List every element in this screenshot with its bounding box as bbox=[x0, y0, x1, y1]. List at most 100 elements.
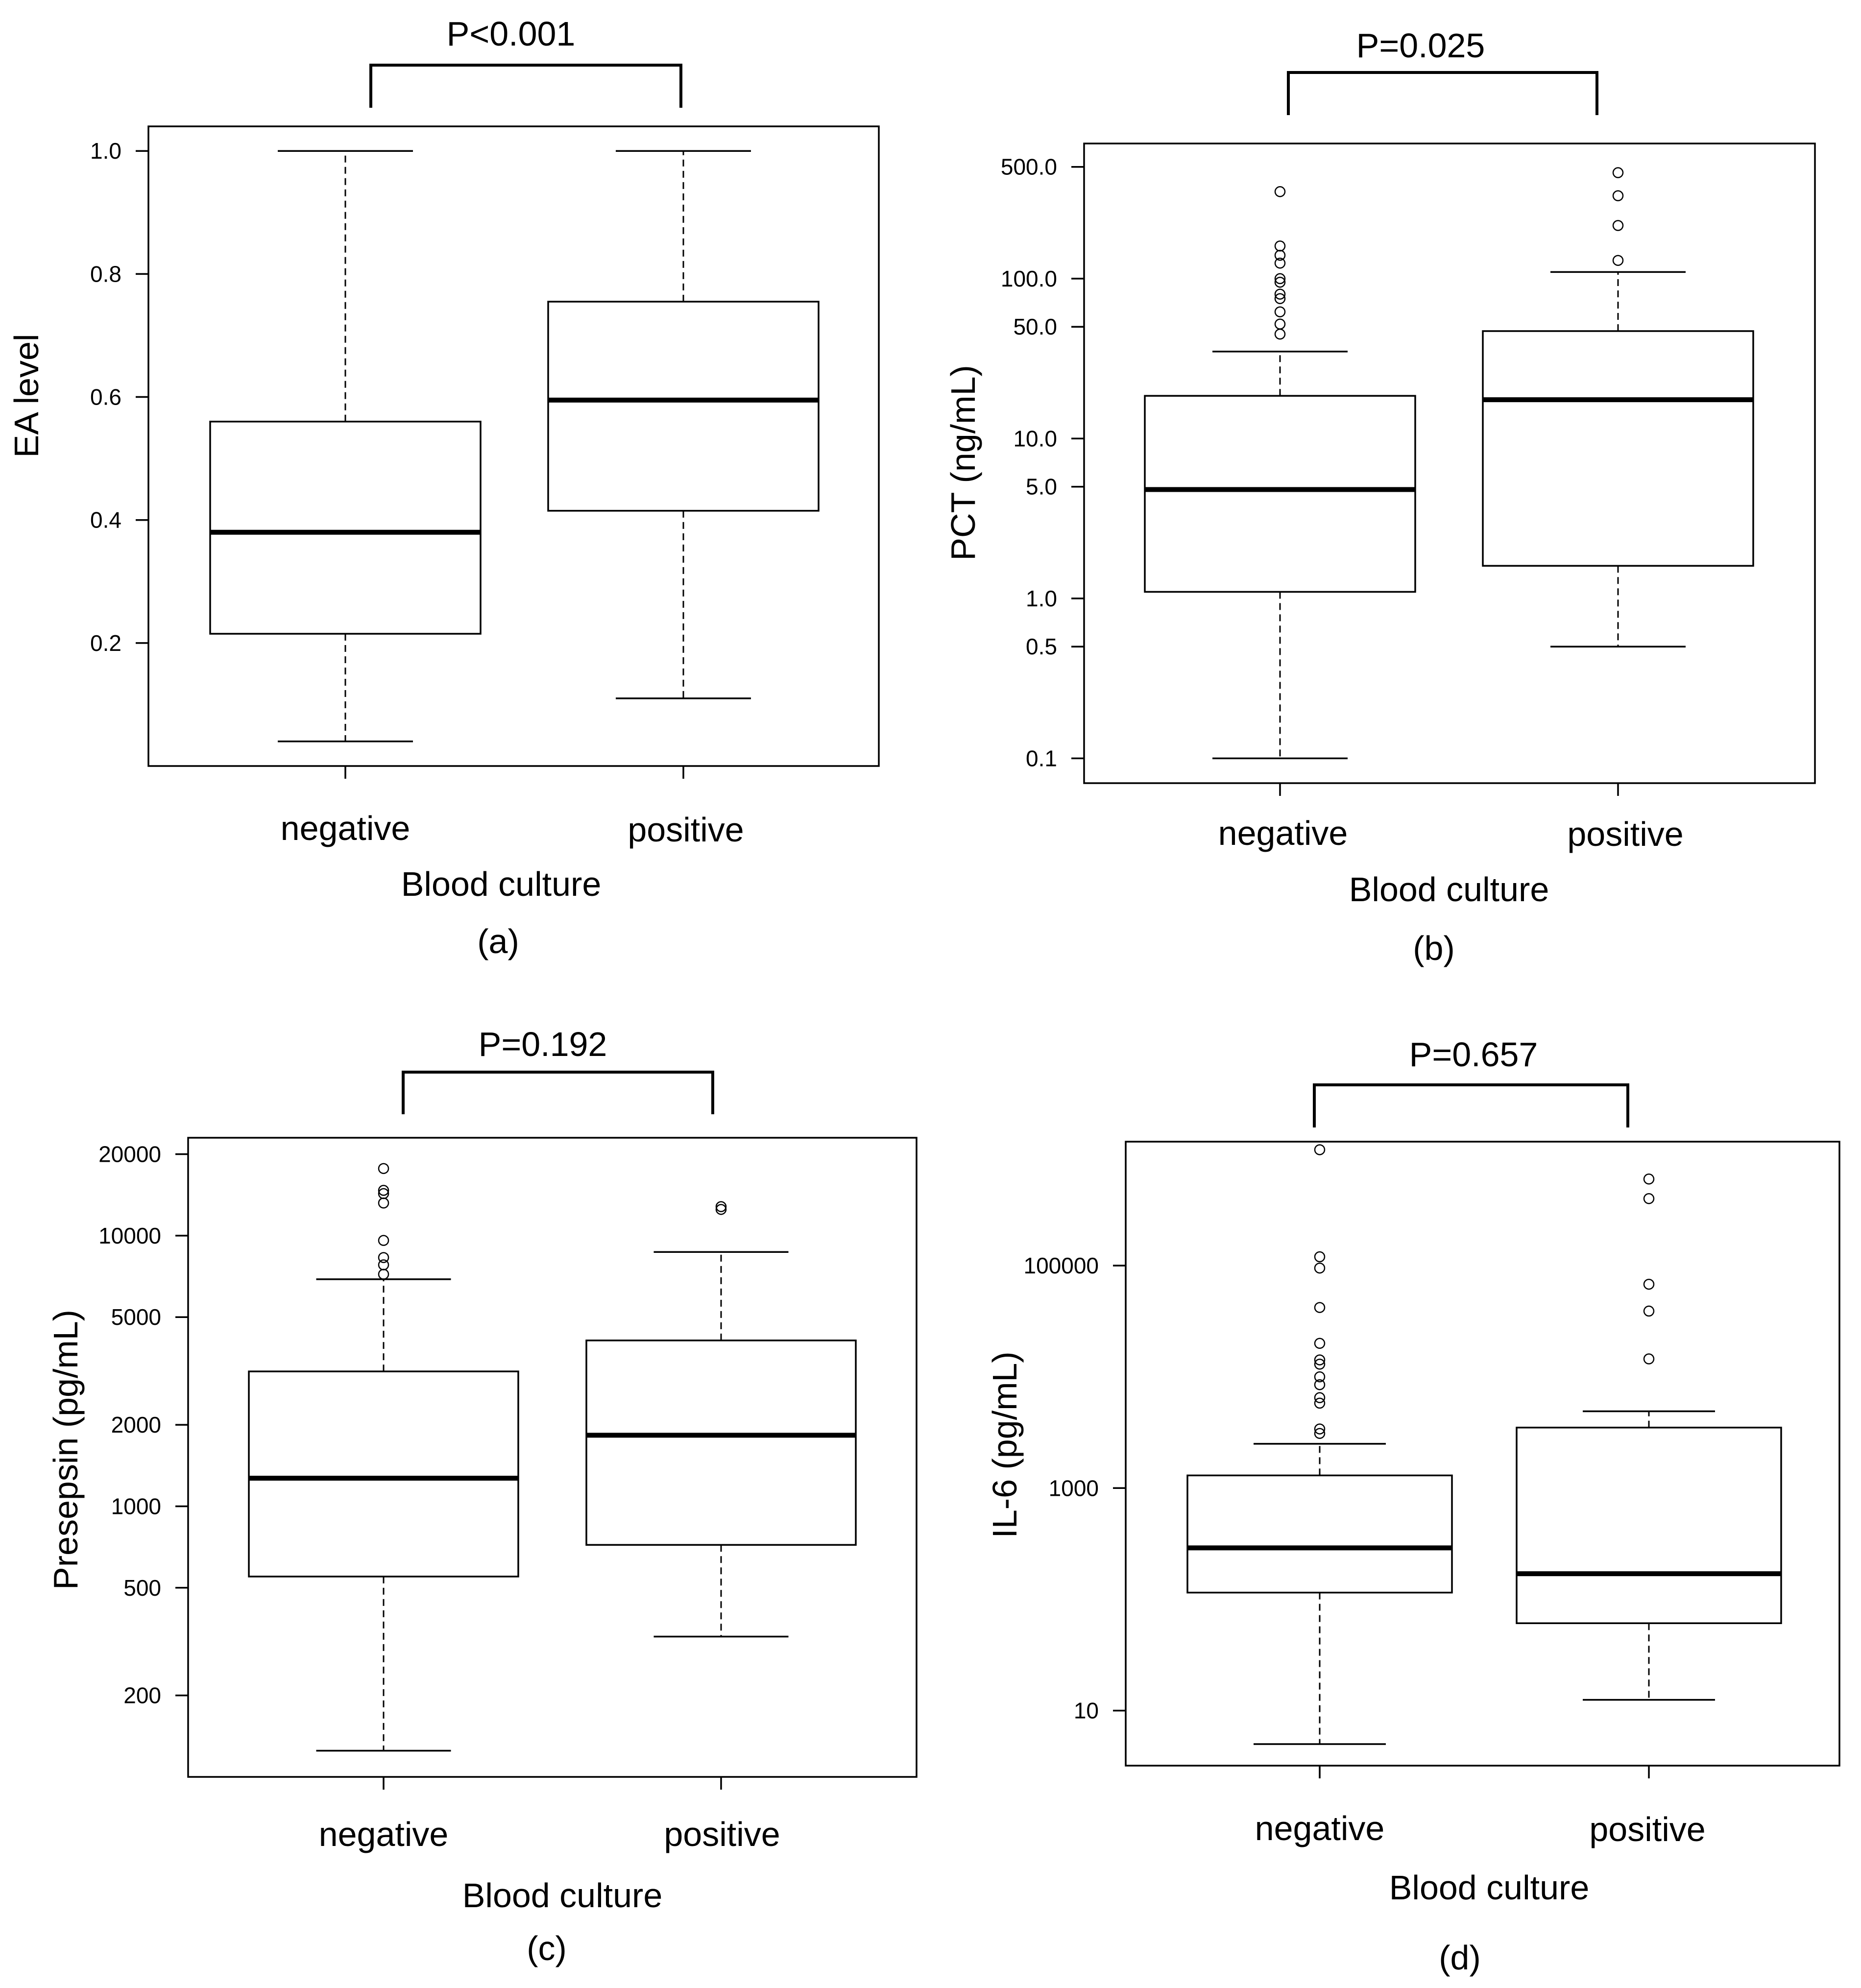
outlier-point bbox=[378, 1185, 389, 1196]
outlier-point bbox=[1314, 1262, 1326, 1274]
outlier-point bbox=[1314, 1428, 1326, 1439]
y-tick-label: 0.1 bbox=[1026, 745, 1057, 771]
box-series bbox=[209, 150, 820, 743]
category-label-positive: positive bbox=[1589, 1810, 1705, 1848]
outlier-point bbox=[1314, 1359, 1326, 1370]
interquartile-box bbox=[1144, 395, 1416, 593]
outlier-point bbox=[1274, 293, 1286, 304]
x-axis bbox=[1279, 783, 1619, 796]
plot-frame bbox=[1125, 1141, 1840, 1767]
outlier-point bbox=[1314, 1251, 1326, 1263]
y-axis-title: Presepsin (pg/mL) bbox=[47, 1310, 85, 1590]
box-negative bbox=[1186, 1144, 1453, 1745]
interquartile-box bbox=[1482, 330, 1754, 567]
box-positive bbox=[547, 150, 820, 699]
box-negative bbox=[248, 1163, 519, 1752]
outlier-point bbox=[1314, 1379, 1326, 1390]
outlier-point bbox=[1314, 1354, 1326, 1365]
outlier-point bbox=[378, 1163, 389, 1174]
interquartile-box bbox=[1516, 1426, 1782, 1624]
significance-bracket bbox=[369, 64, 682, 108]
y-tick-label: 500 bbox=[123, 1575, 161, 1601]
y-tick-label: 1000 bbox=[111, 1493, 161, 1519]
outlier-point bbox=[1314, 1397, 1326, 1409]
box-positive bbox=[585, 1201, 857, 1638]
panel-a: 0.2 0.4 0.6 0.8 1.0 negative positive Blood … bbox=[7, 15, 880, 960]
y-axis: 0.1 0.5 1.0 5.0 10.0 50.0 100.0 500.0 bbox=[1001, 154, 1084, 771]
outlier-point bbox=[715, 1204, 727, 1215]
y-axis-title: EA level bbox=[7, 334, 46, 458]
p-value-label: P=0.192 bbox=[479, 1025, 607, 1063]
panel-c: 200 500 1000 2000 5000 10000 20000 negative po… bbox=[47, 1025, 918, 1967]
panel-d: 10 1000 100000 negative positive Blood cul… bbox=[986, 1035, 1840, 1977]
box-negative bbox=[1144, 186, 1416, 760]
y-tick-label: 0.8 bbox=[90, 261, 121, 287]
category-label-negative: negative bbox=[319, 1815, 449, 1853]
category-label-negative: negative bbox=[1218, 814, 1348, 852]
box-positive bbox=[1482, 167, 1754, 647]
outlier-point bbox=[1314, 1144, 1326, 1155]
y-tick-label: 10 bbox=[1074, 1698, 1099, 1724]
y-tick-label: 20000 bbox=[98, 1142, 161, 1167]
y-tick-label: 200 bbox=[123, 1683, 161, 1708]
y-tick-label: 5000 bbox=[111, 1304, 161, 1330]
category-label-positive: positive bbox=[628, 811, 744, 849]
outlier-point bbox=[1643, 1193, 1655, 1204]
outlier-point bbox=[1274, 240, 1286, 252]
p-value-label: P<0.001 bbox=[447, 15, 576, 53]
outlier-point bbox=[1314, 1371, 1326, 1383]
p-value-label: P=0.025 bbox=[1356, 26, 1485, 65]
outlier-point bbox=[1274, 288, 1286, 300]
y-axis-title: PCT (ng/mL) bbox=[944, 365, 982, 560]
outlier-point bbox=[1274, 273, 1286, 285]
x-axis bbox=[1319, 1766, 1650, 1778]
significance-bracket bbox=[1287, 71, 1598, 115]
interquartile-box bbox=[585, 1340, 857, 1546]
outlier-point bbox=[1314, 1423, 1326, 1435]
x-axis-title: Blood culture bbox=[1389, 1868, 1590, 1907]
y-tick-label: 10.0 bbox=[1013, 426, 1057, 451]
panel-label-c: (c) bbox=[527, 1929, 567, 1967]
category-label-positive: positive bbox=[664, 1815, 780, 1853]
outlier-point bbox=[715, 1201, 727, 1212]
category-label-negative: negative bbox=[281, 809, 411, 847]
outlier-point bbox=[1274, 306, 1286, 317]
y-tick-label: 1000 bbox=[1049, 1475, 1099, 1501]
panel-label-a: (a) bbox=[477, 922, 519, 960]
outlier-point bbox=[378, 1269, 389, 1280]
outlier-point bbox=[1314, 1302, 1326, 1313]
outlier-point bbox=[378, 1259, 389, 1270]
box-positive bbox=[1516, 1174, 1782, 1701]
x-axis-title: Blood culture bbox=[401, 865, 602, 903]
outlier-point bbox=[378, 1235, 389, 1246]
y-tick-label: 0.6 bbox=[90, 384, 121, 410]
y-axis-title: IL-6 (pg/mL) bbox=[986, 1351, 1024, 1538]
outlier-point bbox=[378, 1252, 389, 1263]
outlier-point bbox=[1274, 186, 1286, 197]
outlier-point bbox=[1643, 1278, 1655, 1290]
significance-bracket bbox=[1313, 1083, 1629, 1127]
panel-label-b: (b) bbox=[1413, 929, 1455, 967]
interquartile-box bbox=[547, 301, 820, 512]
y-tick-label: 10000 bbox=[98, 1223, 161, 1248]
x-axis-title: Blood culture bbox=[1349, 870, 1549, 909]
y-axis: 10 1000 100000 bbox=[1024, 1253, 1126, 1724]
y-tick-label: 100000 bbox=[1024, 1253, 1099, 1278]
x-axis bbox=[383, 1777, 722, 1790]
y-tick-label: 0.4 bbox=[90, 507, 121, 533]
y-tick-label: 0.5 bbox=[1026, 634, 1057, 659]
outlier-point bbox=[1612, 255, 1624, 266]
outlier-point bbox=[1314, 1392, 1326, 1403]
p-value-label: P=0.657 bbox=[1409, 1035, 1538, 1074]
category-label-positive: positive bbox=[1567, 815, 1683, 853]
plot-frame bbox=[1083, 143, 1816, 784]
y-tick-label: 500.0 bbox=[1001, 154, 1057, 180]
x-axis-title: Blood culture bbox=[462, 1876, 663, 1915]
outlier-point bbox=[1643, 1174, 1655, 1185]
plot-frame bbox=[147, 125, 880, 767]
significance-bracket bbox=[402, 1071, 714, 1114]
outlier-point bbox=[378, 1188, 389, 1199]
y-axis: 200 500 1000 2000 5000 10000 20000 bbox=[98, 1142, 188, 1708]
panel-label-d: (d) bbox=[1439, 1939, 1481, 1977]
outlier-point bbox=[1612, 190, 1624, 201]
